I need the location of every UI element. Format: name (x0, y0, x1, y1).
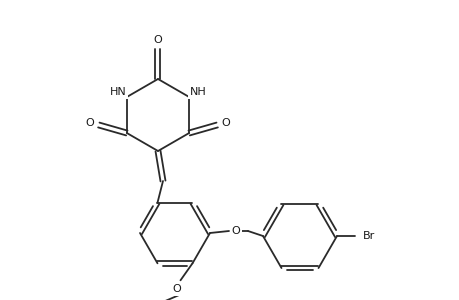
Text: O: O (231, 226, 240, 236)
Text: HN: HN (109, 87, 126, 97)
Text: NH: NH (190, 87, 206, 97)
Text: O: O (221, 118, 230, 128)
Text: O: O (172, 284, 180, 294)
Text: O: O (85, 118, 94, 128)
Text: O: O (153, 35, 162, 45)
Text: Br: Br (362, 231, 375, 241)
